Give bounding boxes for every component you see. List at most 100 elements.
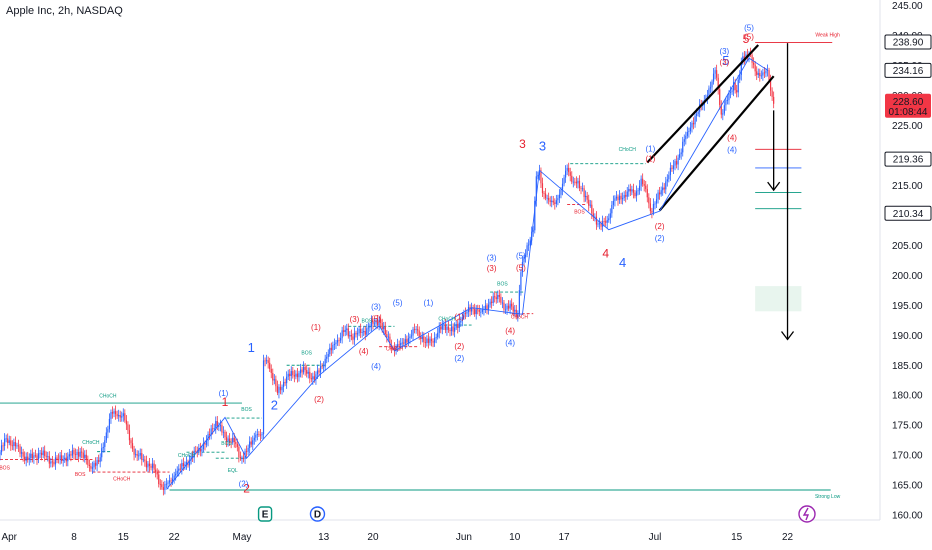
candle bbox=[739, 70, 741, 84]
candle-body bbox=[714, 70, 716, 74]
candle-body bbox=[759, 73, 761, 76]
candle bbox=[762, 68, 764, 81]
candle-body bbox=[56, 457, 58, 460]
candle-body bbox=[27, 456, 29, 461]
candle bbox=[398, 340, 400, 351]
candle bbox=[113, 408, 115, 418]
candle bbox=[589, 200, 591, 208]
event-badge[interactable]: E bbox=[257, 506, 273, 522]
candle bbox=[612, 195, 614, 210]
candle-body bbox=[686, 131, 688, 136]
candle bbox=[526, 242, 528, 258]
candle-body bbox=[548, 197, 550, 201]
candle-body bbox=[130, 440, 132, 444]
earnings-badge[interactable] bbox=[257, 506, 273, 522]
candle-body bbox=[360, 329, 362, 333]
candle-body bbox=[474, 308, 476, 315]
candle-body bbox=[298, 373, 300, 378]
candle bbox=[64, 452, 66, 463]
candle bbox=[332, 341, 334, 354]
candle bbox=[11, 440, 13, 451]
candle-body bbox=[289, 373, 291, 377]
candle-body bbox=[258, 434, 260, 436]
candle-body bbox=[153, 463, 155, 470]
candle bbox=[517, 310, 519, 322]
lightning-icon[interactable] bbox=[798, 505, 816, 523]
candle-body bbox=[188, 460, 191, 466]
candle bbox=[25, 452, 27, 467]
candle-body bbox=[697, 111, 699, 114]
candle-body bbox=[272, 373, 274, 381]
candle-body bbox=[138, 455, 140, 457]
candle-body bbox=[269, 362, 271, 369]
candle-body bbox=[107, 429, 109, 433]
candle-body bbox=[199, 448, 201, 452]
candle bbox=[675, 155, 678, 169]
dividend-badge[interactable] bbox=[309, 506, 326, 522]
candle-body bbox=[588, 199, 590, 206]
candle-body bbox=[227, 438, 229, 442]
candle-body bbox=[421, 336, 423, 339]
candle bbox=[326, 351, 328, 364]
candle bbox=[133, 445, 135, 461]
candle-body bbox=[131, 443, 134, 449]
candle bbox=[461, 312, 463, 327]
candle bbox=[53, 459, 55, 467]
candle-body bbox=[347, 328, 349, 337]
candle bbox=[464, 307, 467, 320]
candle-body bbox=[164, 484, 166, 491]
candle-body bbox=[292, 371, 294, 376]
candle-body bbox=[122, 413, 124, 417]
candle bbox=[756, 66, 758, 81]
candle bbox=[227, 435, 229, 447]
price-tag-timer: 01:08:44 bbox=[889, 107, 928, 118]
candle bbox=[159, 479, 161, 490]
candle-body bbox=[484, 305, 487, 310]
candle-body bbox=[443, 324, 445, 326]
candle-body bbox=[13, 442, 15, 446]
wave-label: (4) bbox=[505, 326, 515, 335]
wave-label: (2) bbox=[655, 222, 665, 231]
candle-body bbox=[540, 170, 542, 184]
candle-body bbox=[512, 306, 514, 312]
candle-body bbox=[319, 366, 322, 373]
candle-body bbox=[434, 337, 436, 343]
candle-body bbox=[626, 191, 628, 197]
candle-body bbox=[239, 457, 242, 459]
candle bbox=[430, 333, 433, 347]
candle bbox=[364, 326, 366, 341]
candle-body bbox=[520, 272, 522, 291]
candle bbox=[611, 200, 613, 218]
candle-body bbox=[187, 461, 189, 466]
candle bbox=[156, 468, 158, 480]
event-badge[interactable]: D bbox=[309, 506, 326, 522]
candle-body bbox=[404, 339, 406, 344]
candle bbox=[651, 207, 653, 219]
candle-body bbox=[514, 309, 516, 312]
candle-body bbox=[437, 332, 439, 338]
candle-body bbox=[544, 193, 547, 199]
candle bbox=[759, 68, 761, 82]
candle-body bbox=[37, 453, 40, 460]
candle-body bbox=[353, 332, 356, 340]
candle bbox=[105, 427, 107, 443]
candle bbox=[628, 184, 630, 197]
candle-body bbox=[478, 309, 480, 312]
lightning-icon-circle[interactable] bbox=[798, 505, 816, 523]
candle-body bbox=[312, 376, 314, 380]
candle bbox=[447, 321, 450, 333]
candle-body bbox=[449, 329, 451, 332]
wave-label: 4 bbox=[619, 255, 626, 270]
candle bbox=[397, 338, 399, 352]
candle-body bbox=[22, 452, 24, 457]
candle bbox=[147, 460, 149, 472]
candle-body bbox=[224, 431, 226, 438]
candle bbox=[287, 369, 289, 381]
candle-body bbox=[551, 200, 553, 202]
candle bbox=[195, 445, 197, 455]
candle bbox=[489, 298, 491, 308]
candle bbox=[13, 438, 15, 451]
x-tick-label: 22 bbox=[169, 532, 181, 543]
candle bbox=[252, 435, 254, 450]
